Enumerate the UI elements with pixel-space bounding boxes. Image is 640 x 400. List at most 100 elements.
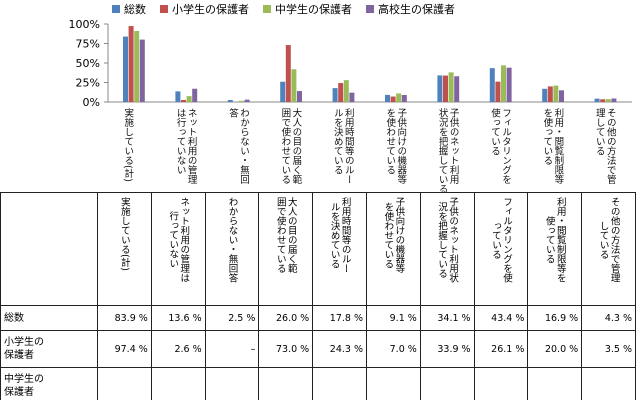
column-header: フィルタリングを使 っている	[473, 192, 529, 306]
bar	[542, 88, 548, 102]
table-cell: 4.3 %	[581, 305, 636, 331]
legend-swatch	[366, 5, 374, 13]
table-row: 小学生の 保護者 97.4 % 2.6 % –73.0 % 24.3 % 7.0 % 33.…	[0, 330, 636, 368]
category-label: 実施している(計)	[122, 108, 134, 182]
bar	[448, 72, 454, 102]
bar	[175, 91, 181, 102]
bar	[349, 92, 355, 102]
bar	[396, 93, 402, 102]
y-tick-label: 50%	[76, 57, 100, 70]
table-cell: 16.9 %	[527, 305, 583, 331]
column-header: 利用時間等のルー ルを決めている	[312, 192, 367, 306]
legend-swatch	[160, 5, 168, 13]
column-header: 大人の目の届く範 囲で使わせている	[258, 192, 314, 306]
table-cell: 43.4 %	[473, 305, 529, 331]
bar	[547, 86, 553, 102]
bar	[443, 75, 448, 102]
table-cell	[365, 367, 421, 400]
legend-label: 中学生の保護者	[275, 2, 352, 16]
table-cell: 34.1 %	[419, 305, 475, 331]
bar	[343, 80, 349, 102]
category-label: 利用時間等のルー ルを決めている	[331, 108, 354, 184]
column-header: わからない・無回答	[204, 192, 260, 306]
column-header-text: 実施している(計)	[118, 197, 130, 271]
bar	[501, 65, 506, 102]
legend-swatch	[112, 5, 120, 13]
table-cell	[258, 367, 314, 400]
bar	[385, 94, 390, 102]
bar	[123, 36, 128, 102]
table-row: 中学生の 保護者	[0, 367, 636, 400]
bar	[186, 96, 192, 102]
bar	[559, 90, 564, 102]
table-cell	[150, 367, 206, 400]
column-header: その他の方法で管理 している	[581, 192, 636, 306]
column-header-text: 子供のネット利用状 況を把握している	[436, 197, 459, 283]
bar	[594, 98, 600, 102]
bar	[454, 76, 460, 102]
bar	[553, 85, 559, 102]
table-cell: 7.0 %	[365, 330, 421, 368]
table-cell	[527, 367, 583, 400]
bar	[605, 99, 611, 102]
bar	[192, 88, 198, 102]
table-cell	[312, 367, 367, 400]
table-cell: 73.0 %	[258, 330, 314, 368]
table-corner-cell	[0, 192, 98, 306]
y-tick-label: 0%	[83, 96, 100, 109]
bar	[181, 99, 186, 102]
table-cell: 13.6 %	[150, 305, 206, 331]
category-label: 利用・閲覧制限等 を使っている	[541, 108, 564, 184]
column-header-text: ネット利用の管理は 行っていない	[167, 197, 190, 283]
table-cell: 83.9 %	[97, 305, 152, 331]
legend-label: 小学生の保護者	[172, 2, 249, 16]
table-cell: 97.4 %	[97, 330, 152, 368]
row-header: 中学生の 保護者	[0, 367, 98, 400]
table-cell	[581, 367, 636, 400]
column-header: 子供向けの機器等 を使わせている	[365, 192, 421, 306]
column-header: 利用・閲覧制限等を 使っている	[527, 192, 583, 306]
bar	[390, 96, 396, 102]
category-label: 大人の目の届く範 囲で使わせている	[279, 108, 302, 184]
y-tick-label: 25%	[76, 77, 100, 90]
row-header: 小学生の 保護者	[0, 330, 98, 368]
bar	[489, 68, 495, 102]
category-label: 子供向けの機器等 を使わせている	[384, 108, 407, 184]
table-header-row: 実施している(計) ネット利用の管理は 行っていない わからない・無回答 大人の目の届…	[0, 192, 636, 306]
bar	[401, 94, 407, 102]
table-cell: 2.5 %	[204, 305, 260, 331]
column-header-text: 子供向けの機器等 を使わせている	[382, 197, 405, 273]
y-tick-label: 75%	[76, 38, 100, 51]
data-table: 実施している(計) ネット利用の管理は 行っていない わからない・無回答 大人の目の届…	[0, 192, 636, 400]
column-header-text: 大人の目の届く範 囲で使わせている	[274, 197, 297, 273]
table-cell: 24.3 %	[312, 330, 367, 368]
table-cell: –	[204, 330, 260, 368]
category-label: その他の方法で管 理している	[593, 108, 616, 184]
table-cell: 20.0 %	[527, 330, 583, 368]
bar	[239, 100, 244, 102]
bar	[332, 88, 338, 102]
table-cell: 17.8 %	[312, 305, 367, 331]
column-header-text: 利用時間等のルー ルを決めている	[328, 197, 351, 273]
bar	[227, 100, 233, 102]
bar	[297, 91, 302, 102]
table-cell	[419, 367, 475, 400]
bar	[134, 31, 140, 102]
category-label: ネット利用の管理 は行っていない	[174, 108, 197, 184]
bar	[285, 45, 291, 102]
table-body: 総数 83.9 % 13.6 % 2.5 % 26.0 % 17.8 % 9.1 % 34.1…	[0, 305, 636, 400]
column-header: 子供のネット利用状 況を把握している	[419, 192, 475, 306]
table-cell	[473, 367, 529, 400]
bar	[495, 81, 501, 102]
table-cell	[204, 367, 260, 400]
table-cell: 26.0 %	[258, 305, 314, 331]
bar	[139, 39, 145, 102]
legend-label: 高校生の保護者	[378, 2, 455, 16]
data-table-container: 実施している(計) ネット利用の管理は 行っていない わからない・無回答 大人の目の届…	[0, 192, 640, 400]
row-header: 総数	[0, 305, 98, 331]
bar	[338, 83, 344, 102]
column-header-text: フィルタリングを使 っている	[489, 197, 512, 283]
legend-swatch	[263, 5, 271, 13]
bar	[600, 99, 606, 102]
column-header: ネット利用の管理は 行っていない	[150, 192, 206, 306]
